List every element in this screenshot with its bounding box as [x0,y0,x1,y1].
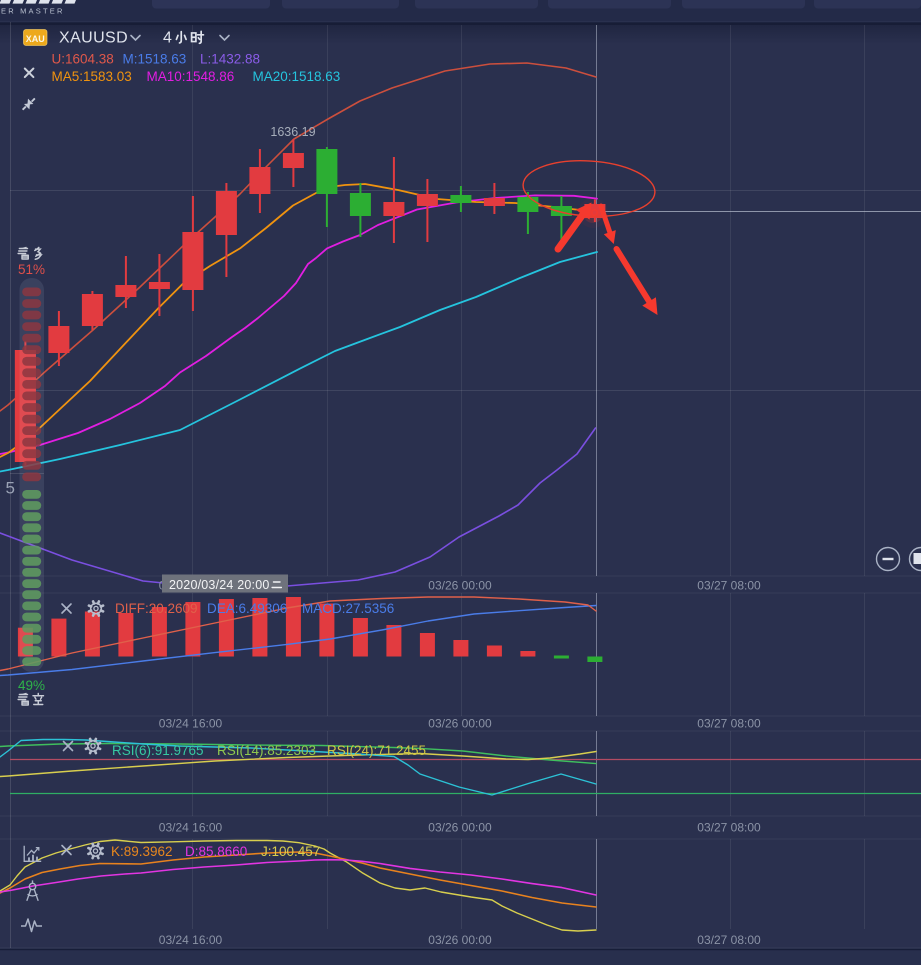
svg-text:RSI(24):71.2455: RSI(24):71.2455 [327,743,426,758]
svg-text:K:89.3962: K:89.3962 [111,844,173,859]
svg-text:4: 4 [163,30,172,47]
svg-text:D:85.8660: D:85.8660 [185,844,247,859]
svg-text:51%: 51% [18,262,45,277]
svg-text:MACD:27.5356: MACD:27.5356 [302,601,394,616]
svg-text:03/27 08:00: 03/27 08:00 [697,717,761,731]
svg-text:03/27 08:00: 03/27 08:00 [697,579,761,593]
svg-text:MA5:1583.03: MA5:1583.03 [52,69,132,84]
svg-text:RSI(14):85.2303: RSI(14):85.2303 [217,743,316,758]
svg-text:L:1432.88: L:1432.88 [200,52,260,67]
svg-text:49%: 49% [18,678,45,693]
svg-text:MA10:1548.86: MA10:1548.86 [147,69,235,84]
svg-text:03/26 00:00: 03/26 00:00 [428,933,492,947]
svg-text:MA20:1518.63: MA20:1518.63 [253,69,341,84]
svg-text:2020/03/24 20:00: 2020/03/24 20:00 [169,578,270,592]
svg-text:DEA:6.49306: DEA:6.49306 [207,601,287,616]
svg-text:RSI(6):91.9765: RSI(6):91.9765 [112,743,204,758]
svg-text:5: 5 [6,479,15,498]
svg-text:XAUUSD: XAUUSD [59,30,128,47]
svg-text:03/24 16:00: 03/24 16:00 [159,821,223,835]
svg-text:03/26 00:00: 03/26 00:00 [428,579,492,593]
svg-text:DIFF:20.2609: DIFF:20.2609 [115,601,198,616]
svg-text:M:1518.63: M:1518.63 [123,52,187,67]
svg-text:XAU: XAU [26,34,45,44]
svg-text:J:100.457: J:100.457 [261,844,320,859]
svg-text:U:1604.38: U:1604.38 [52,52,114,67]
svg-text:03/26 00:00: 03/26 00:00 [428,821,492,835]
svg-text:03/24 16:00: 03/24 16:00 [159,717,223,731]
svg-text:03/27 08:00: 03/27 08:00 [697,933,761,947]
svg-text:ER MASTER: ER MASTER [1,6,65,15]
svg-text:03/26 00:00: 03/26 00:00 [428,717,492,731]
svg-text:1636.19: 1636.19 [270,125,315,139]
svg-text:03/24 16:00: 03/24 16:00 [159,933,223,947]
svg-text:03/27 08:00: 03/27 08:00 [697,821,761,835]
